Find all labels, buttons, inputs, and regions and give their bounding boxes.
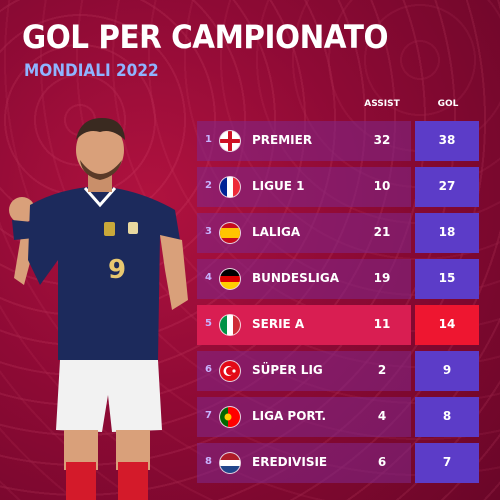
- table-row: 27 2 LIGUE 1 10: [197, 167, 481, 207]
- gol-panel: 7: [415, 443, 479, 483]
- player-illustration: 9: [9, 118, 188, 500]
- gol-panel: 9: [415, 351, 479, 391]
- assist-value: 4: [377, 409, 387, 423]
- league-name: EREDIVISIE: [252, 455, 328, 469]
- table-row: 14 5 SERIE A 11: [197, 305, 481, 345]
- assist-value: 21: [373, 225, 391, 239]
- gol-value: 18: [438, 225, 456, 239]
- league-name: SERIE A: [252, 317, 305, 331]
- england-flag-icon: [220, 131, 240, 151]
- rank-number: 7: [205, 410, 212, 421]
- gol-panel: 14: [415, 305, 479, 345]
- gol-panel: 27: [415, 167, 479, 207]
- league-name: BUNDESLIGA: [252, 271, 339, 285]
- rank-number: 3: [205, 226, 212, 237]
- column-header-gol: GOL: [437, 99, 459, 109]
- rank-number: 5: [205, 318, 212, 329]
- table-row: 7 8 EREDIVISIE 6: [197, 443, 481, 483]
- assist-value: 2: [377, 363, 387, 377]
- france-flag-icon: [220, 177, 240, 197]
- gol-panel: 8: [415, 397, 479, 437]
- league-name: LIGUE 1: [252, 179, 305, 193]
- turkey-flag-icon: [220, 361, 240, 381]
- shirt-number: 9: [108, 255, 126, 285]
- page-title: GOL PER CAMPIONATO: [22, 18, 389, 56]
- page-subtitle: MONDIALI 2022: [24, 61, 159, 81]
- gol-value: 38: [438, 133, 456, 147]
- table-row: 38 1 PREMIER 32: [197, 121, 481, 161]
- assist-value: 6: [377, 455, 387, 469]
- table-row: 18 3 LALIGA 21: [197, 213, 481, 253]
- gol-panel: 15: [415, 259, 479, 299]
- portugal-flag-icon: [220, 407, 240, 427]
- gol-panel: 18: [415, 213, 479, 253]
- rank-number: 4: [205, 272, 212, 283]
- gol-value: 9: [442, 363, 452, 377]
- league-name: LALIGA: [252, 225, 301, 239]
- table-row: 8 7 LIGA PORT. 4: [197, 397, 481, 437]
- league-name: SÜPER LIG: [252, 363, 323, 377]
- italy-flag-icon: [220, 315, 240, 335]
- germany-flag-icon: [220, 269, 240, 289]
- league-name: LIGA PORT.: [252, 409, 327, 423]
- assist-value: 10: [373, 179, 391, 193]
- table-row: 15 4 BUNDESLIGA 19: [197, 259, 481, 299]
- netherlands-flag-icon: [220, 453, 240, 473]
- gol-value: 15: [438, 271, 456, 285]
- table-row: 9 6 SÜPER LIG 2: [197, 351, 481, 391]
- league-name: PREMIER: [252, 133, 313, 147]
- rank-number: 2: [205, 180, 212, 191]
- gol-value: 14: [438, 317, 456, 331]
- gol-value: 8: [442, 409, 452, 423]
- spain-flag-icon: [220, 223, 240, 243]
- gol-panel: 38: [415, 121, 479, 161]
- rank-number: 8: [205, 456, 212, 467]
- gol-value: 27: [438, 179, 456, 193]
- column-header-assist: ASSIST: [364, 99, 400, 109]
- rank-number: 6: [205, 364, 212, 375]
- assist-value: 11: [373, 317, 391, 331]
- rank-number: 1: [205, 134, 212, 145]
- gol-value: 7: [442, 455, 452, 469]
- assist-value: 19: [373, 271, 391, 285]
- assist-value: 32: [373, 133, 391, 147]
